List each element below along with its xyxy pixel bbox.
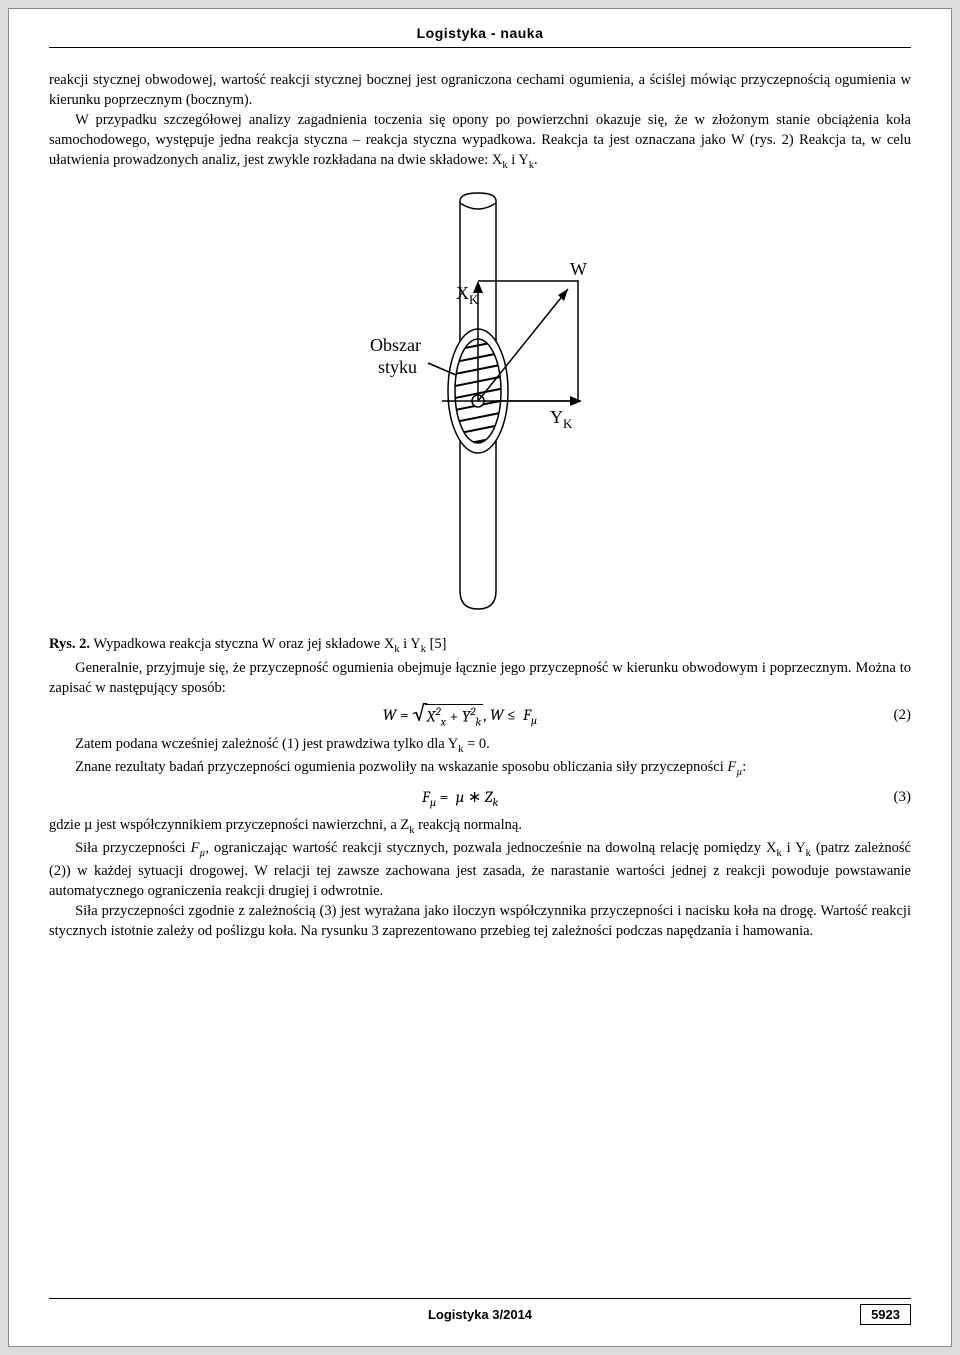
fig-label-styku: styku — [378, 357, 417, 377]
footer-page-number: 5923 — [860, 1304, 911, 1325]
equation-2: W = √X2x + Y2k, W ≤ Fµ (2) — [49, 704, 911, 729]
para-6: Siła przyczepności zgodnie z zależnością… — [49, 901, 911, 941]
equation-3: Fµ = µ ∗ Zk (3) — [49, 787, 911, 809]
para-block-3: Zatem podana wcześniej zależność (1) jes… — [49, 734, 911, 781]
para-1a: reakcji stycznej obwodowej, wartość reak… — [49, 70, 911, 110]
eq3-math: Fµ = µ ∗ Zk — [49, 787, 871, 809]
fig-label-w: W — [570, 259, 587, 279]
page-frame: Logistyka - nauka reakcji stycznej obwod… — [8, 8, 952, 1347]
para-1b: W przypadku szczegółowej analizy zagadni… — [49, 110, 911, 173]
eq2-math: W = √X2x + Y2k, W ≤ Fµ — [49, 704, 871, 729]
para-4: gdzie µ jest współczynnikiem przyczepnoś… — [49, 815, 911, 838]
page-header: Logistyka - nauka — [49, 25, 911, 47]
para-3b: Znane rezultaty badań przyczepności ogum… — [49, 757, 911, 780]
header-rule — [49, 47, 911, 48]
fig-label-obszar: Obszar — [370, 335, 421, 355]
eq3-num: (3) — [871, 789, 911, 806]
para-5: Siła przyczepności Fµ, ograniczając wart… — [49, 838, 911, 901]
tire-diagram-svg: W XK YK Obszar styku — [350, 191, 610, 621]
footer-issue: Logistyka 3/2014 — [428, 1307, 532, 1322]
header-title: Logistyka - nauka — [417, 25, 544, 41]
figure-caption: Rys. 2. Wypadkowa reakcja styczna W oraz… — [49, 634, 911, 657]
para-2: Generalnie, przyjmuje się, że przyczepno… — [49, 658, 911, 698]
page-footer: Logistyka 3/2014 5923 — [49, 1298, 911, 1322]
body-text: reakcji stycznej obwodowej, wartość reak… — [49, 70, 911, 173]
footer-rule — [49, 1298, 911, 1299]
eq2-num: (2) — [871, 707, 911, 724]
para-3a: Zatem podana wcześniej zależność (1) jes… — [49, 734, 911, 757]
para-block-4: gdzie µ jest współczynnikiem przyczepnoś… — [49, 815, 911, 942]
figure-caption-block: Rys. 2. Wypadkowa reakcja styczna W oraz… — [49, 634, 911, 697]
fig-label-yk: YK — [550, 407, 573, 431]
figure-2: W XK YK Obszar styku — [49, 191, 911, 626]
